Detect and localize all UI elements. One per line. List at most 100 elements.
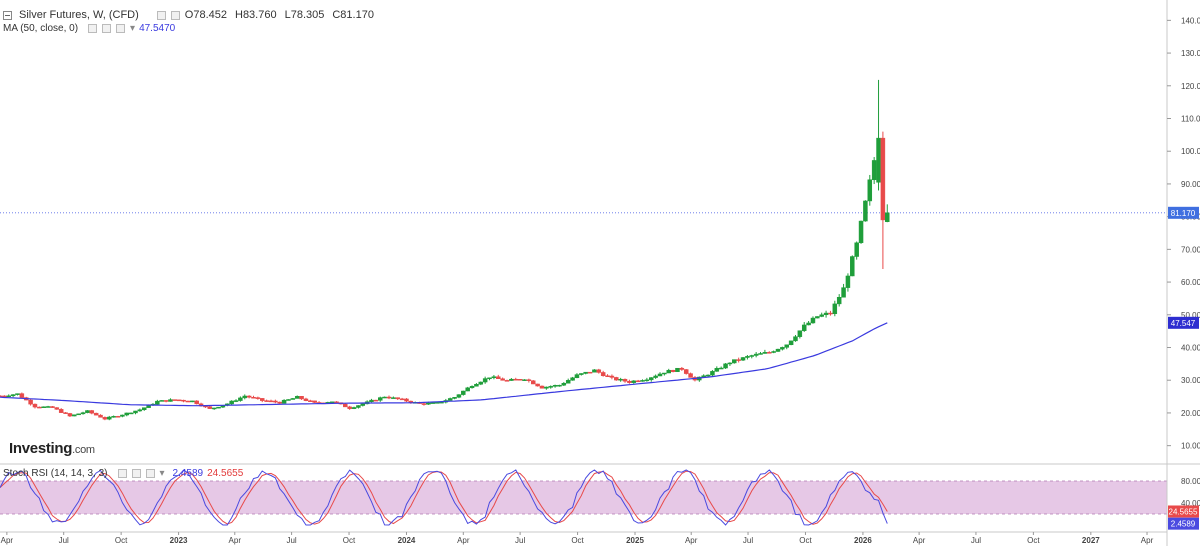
ma-more-icon[interactable]: ▾ [130,23,136,34]
candle-2025-05-19 [718,366,724,370]
candle-body [155,400,160,405]
candle-body [19,393,25,398]
candle-body [347,406,352,409]
candle-2023-01-16 [185,400,191,403]
candle-2022-08-08 [85,410,90,414]
candle-2022-10-10 [124,412,130,417]
candle-2024-09-02 [557,384,562,387]
candle-2023-06-26 [286,399,291,401]
candle-body [565,380,571,384]
candle-2023-05-01 [251,395,256,399]
candle-2023-01-02 [176,399,182,402]
rsi-more-icon[interactable]: ▾ [159,468,165,479]
candle-2025-10-20 [815,316,820,319]
candle-body [421,403,427,405]
stoch-rsi-pane [0,469,1167,526]
close-icon[interactable] [170,10,180,20]
candle-body [670,369,676,372]
candle-2022-09-12 [107,415,112,421]
candle-2026-01-12 [867,174,873,206]
ma-visibility-icon[interactable] [88,24,98,33]
candle-body [124,412,130,416]
time-tick-label-3: 2023 [170,536,188,545]
rsi-legend: Stoch RSI (14, 14, 3, 3) ▾ 2.4589 24.565… [3,468,243,479]
candle-body [797,330,803,337]
candle-body [465,387,470,392]
candle-2022-12-12 [163,400,169,403]
candle-2024-01-29 [421,402,427,406]
rsi-k-tag: 2.4589 [1168,517,1199,530]
candle-2024-03-25 [456,394,462,399]
candle-2025-03-17 [679,366,685,371]
settings-icon[interactable] [156,10,166,20]
candle-body [238,397,243,401]
candle-body [600,372,606,376]
candle-body [273,400,278,403]
candle-2024-10-21 [587,371,593,374]
candle-body [32,403,38,408]
candle-body [430,402,435,404]
candle-2025-01-20 [644,377,650,382]
time-tick-label-18: Oct [1027,536,1040,545]
candle-2025-10-27 [819,312,824,318]
candle-body [439,401,444,404]
candle-2022-03-21 [0,394,3,398]
candle-body [775,348,781,352]
candle-2025-08-25 [780,346,785,351]
candle-body [172,399,178,401]
candle-body [373,399,379,402]
rsi-visibility-icon[interactable] [117,469,127,478]
candle-body [753,353,759,356]
candle-body [28,399,33,405]
candle-2025-07-28 [762,349,768,354]
candle-body [819,314,824,317]
candle-2023-07-24 [303,397,309,402]
candle-body [675,367,680,372]
candle-body [662,372,667,375]
rsi-settings-icon[interactable] [131,469,141,478]
candle-body [80,412,86,415]
candle-body [784,344,789,348]
candle-2023-10-30 [364,400,370,405]
candle-2023-07-10 [294,395,300,399]
ma-close-icon[interactable] [116,24,126,33]
time-tick-label-5: Jul [286,536,296,545]
candle-body [513,378,519,381]
candle-2022-06-20 [54,407,60,410]
candle-body [378,397,383,401]
candle-2024-04-29 [478,381,484,386]
candle-body [76,413,81,416]
candle-body [491,376,497,379]
price-tick-label-8: 60.000 [1181,278,1200,287]
candle-2022-12-19 [168,398,173,402]
candle-2024-12-02 [614,376,619,381]
candle-2025-09-15 [793,334,798,342]
candle-body [360,403,366,406]
candle-body [290,398,296,400]
time-tick-label-9: Jul [515,536,525,545]
candle-body [478,381,484,385]
candle-2024-03-11 [447,397,453,401]
candle-2024-05-13 [487,377,492,381]
candle-2022-05-23 [37,406,42,409]
candle-2023-10-23 [360,403,366,407]
candle-2025-01-13 [640,379,645,382]
candle-body [648,377,654,381]
candle-body [841,287,846,298]
candle-2022-04-04 [6,394,11,398]
candle-2025-06-23 [740,357,746,361]
candle-2024-07-01 [517,379,523,381]
candle-2024-03-18 [452,397,457,400]
candle-body [526,379,532,381]
candle-body [836,297,842,305]
rsi-close-icon[interactable] [145,469,155,478]
candle-2022-09-26 [115,415,121,418]
time-tick-label-4: Apr [229,536,242,545]
ma-settings-icon[interactable] [102,24,112,33]
candle-2025-11-24 [836,294,842,307]
rsi-d-tag: 24.5655 [1168,505,1199,518]
collapse-icon[interactable] [3,10,12,20]
candle-body [767,352,772,354]
candle-2025-12-01 [841,283,846,298]
